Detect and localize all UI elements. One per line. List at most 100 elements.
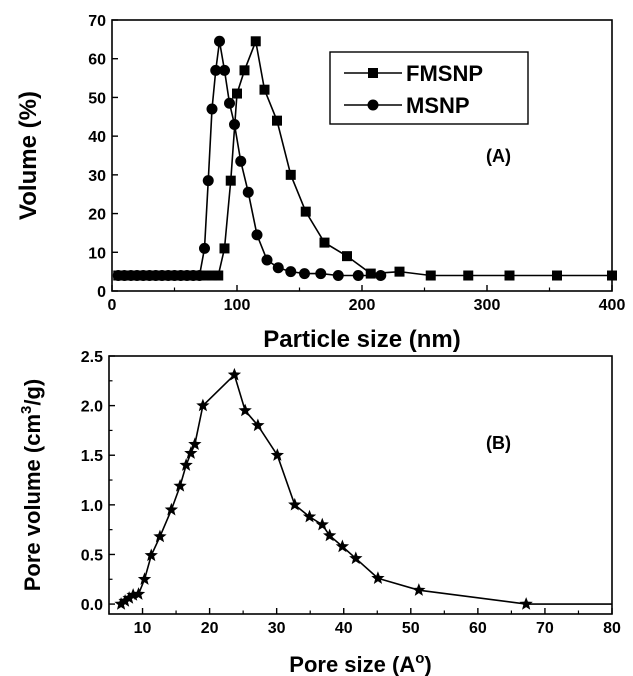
data-point [552, 270, 562, 281]
data-point [232, 88, 242, 99]
data-point [288, 497, 302, 511]
y-tick-label: 1.5 [81, 448, 103, 465]
data-point [196, 398, 210, 412]
data-point [225, 175, 236, 186]
data-point [227, 367, 242, 381]
data-point [270, 448, 284, 461]
x-axis-title-text: Pore size (A [289, 652, 415, 676]
data-point [285, 266, 297, 278]
data-point [272, 115, 282, 126]
data-point [239, 65, 250, 76]
x-tick-label: 100 [224, 297, 251, 314]
data-point [173, 478, 187, 492]
data-point [219, 243, 230, 254]
y-axis-title-close: /g) [20, 379, 45, 406]
data-point [371, 571, 385, 584]
y-tick-label: 30 [88, 168, 106, 185]
data-point [519, 597, 533, 610]
data-point [210, 64, 222, 76]
data-point [126, 588, 140, 601]
data-point [194, 270, 205, 282]
data-point [300, 206, 311, 217]
y-tick-label: 20 [88, 207, 106, 224]
x-tick-label: 60 [469, 620, 487, 637]
chart-panel-b: 10 20 30 40 50 60 70 80 0.0 0.5 1.0 1.5 2.0 2.5 Pore s… [18, 349, 621, 676]
data-point [242, 186, 254, 198]
y-tick-label: 0 [97, 284, 106, 301]
x-tick-label: 30 [268, 620, 286, 637]
legend-marker [368, 68, 378, 78]
data-point [319, 237, 330, 248]
data-point [352, 270, 364, 282]
data-point [394, 266, 405, 277]
data-point [122, 591, 136, 604]
x-tick-label: 200 [349, 297, 376, 314]
data-point [184, 446, 198, 459]
data-point [206, 103, 218, 115]
legend-marker [367, 99, 379, 111]
data-point [335, 539, 350, 553]
data-point [200, 270, 211, 281]
y-tick-label: 50 [88, 90, 106, 107]
y-tick-label: 2.0 [81, 399, 103, 416]
y-tick-label: 1.0 [81, 498, 103, 515]
plot-frame [108, 355, 613, 615]
x-tick-label: 400 [599, 297, 626, 314]
data-point [332, 270, 344, 282]
data-point [375, 270, 387, 282]
y-tick-label: 10 [88, 245, 106, 262]
data-point [224, 97, 235, 109]
x-tick-label: 20 [201, 620, 219, 637]
x-axis-title-sup: o [415, 650, 424, 667]
data-point [188, 437, 202, 450]
y-tick-label: 2.5 [81, 349, 103, 366]
legend: FMSNP MSNP [329, 51, 529, 125]
series-line [120, 373, 612, 605]
data-point [118, 594, 132, 607]
x-tick-label: 70 [536, 620, 554, 637]
x-tick-label: 300 [474, 297, 501, 314]
data-point [114, 597, 128, 610]
data-point [164, 502, 179, 516]
data-point [315, 517, 329, 531]
panel-label: (A) [486, 146, 511, 166]
data-point [365, 268, 376, 279]
y-axis-title-sup: 3 [18, 406, 35, 414]
data-point [144, 548, 158, 562]
legend-box [329, 51, 529, 125]
data-point [219, 64, 230, 76]
x-axis-title: Pore size (Ao) [289, 650, 431, 676]
data-point [322, 528, 337, 542]
x-tick-label: 10 [134, 620, 152, 637]
data-point [251, 229, 263, 241]
legend-label: MSNP [406, 93, 470, 118]
data-point [349, 551, 363, 565]
x-tick-label: 0 [108, 297, 117, 314]
data-point [261, 254, 273, 266]
data-point [425, 270, 436, 281]
data-point [259, 84, 270, 95]
data-point [229, 119, 240, 131]
panel-label: (B) [486, 433, 511, 453]
y-tick-label: 40 [88, 129, 106, 146]
data-point [285, 169, 296, 180]
chart-panel-a: 0 100 200 300 400 0 10 20 30 40 50 60 70 Particle siz… [15, 13, 625, 353]
data-point [315, 268, 327, 280]
data-point [463, 270, 474, 281]
x-axis-title-close: ) [424, 652, 431, 676]
y-tick-label: 60 [88, 52, 106, 69]
data-point [202, 175, 214, 187]
data-point [342, 251, 352, 262]
data-point [153, 529, 167, 543]
y-axis-title: Pore volume (cm3/g) [18, 379, 45, 592]
y-axis-title: Volume (%) [15, 91, 42, 220]
data-point [235, 155, 247, 167]
x-tick-label: 80 [603, 620, 621, 637]
data-point [299, 268, 310, 280]
data-point [302, 509, 317, 523]
data-point [250, 36, 261, 47]
data-point [131, 587, 146, 600]
data-point [214, 35, 225, 47]
data-point [179, 458, 193, 471]
